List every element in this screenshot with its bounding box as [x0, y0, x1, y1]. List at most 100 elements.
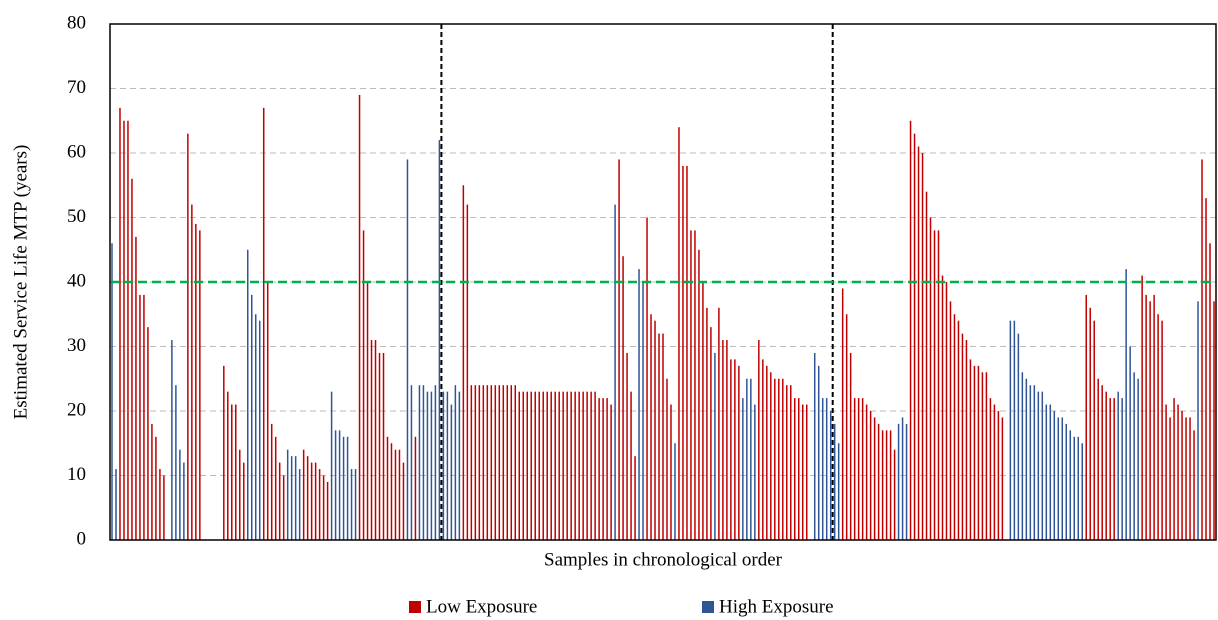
bar	[1033, 385, 1036, 540]
bar	[746, 378, 748, 540]
bar	[941, 275, 944, 540]
bar	[175, 385, 177, 540]
bar	[506, 385, 509, 540]
bar	[534, 391, 536, 540]
bar	[993, 404, 996, 540]
bar	[199, 230, 201, 540]
bar	[1073, 436, 1076, 540]
bar	[1069, 430, 1072, 540]
bar	[821, 398, 824, 540]
bar	[358, 94, 361, 540]
bar	[965, 340, 968, 540]
bar	[650, 314, 652, 540]
y-tick-label: 30	[67, 335, 86, 356]
bar	[518, 391, 521, 540]
bar	[119, 107, 121, 540]
bar	[582, 391, 584, 540]
bar	[774, 378, 776, 540]
bar	[602, 398, 604, 540]
bar	[929, 217, 932, 540]
bar	[1137, 378, 1139, 540]
bar	[758, 340, 760, 540]
bar	[139, 294, 141, 540]
bar	[538, 391, 540, 540]
bar	[247, 249, 249, 540]
bar	[430, 391, 433, 540]
bar	[841, 288, 844, 540]
bar	[482, 385, 485, 540]
bar	[594, 391, 596, 540]
bar	[1213, 301, 1215, 540]
y-tick-label: 40	[67, 270, 86, 291]
bar	[686, 165, 688, 540]
bar	[422, 385, 425, 540]
bar	[762, 359, 764, 540]
bar	[239, 449, 241, 540]
bar	[326, 481, 329, 540]
bar	[977, 365, 980, 540]
x-axis-label: Samples in chronological order	[544, 549, 783, 570]
bar	[670, 404, 672, 540]
bar	[402, 462, 405, 540]
bar	[550, 391, 552, 540]
y-tick-label: 60	[67, 141, 86, 162]
bar	[1021, 372, 1024, 540]
bar	[786, 385, 788, 540]
bar	[770, 372, 772, 540]
bar	[322, 475, 325, 540]
bar	[254, 314, 257, 540]
bar	[1173, 398, 1175, 540]
bar	[462, 185, 465, 540]
bar	[630, 391, 632, 540]
bar	[438, 140, 441, 540]
bar	[646, 217, 648, 540]
bar	[586, 391, 588, 540]
bar	[1057, 417, 1060, 540]
bar	[171, 340, 173, 540]
bar	[794, 398, 796, 540]
bar	[179, 449, 181, 540]
bar	[478, 385, 481, 540]
bar	[933, 230, 936, 540]
bar	[123, 120, 125, 540]
bar	[1189, 417, 1191, 540]
bar	[973, 365, 976, 540]
bar	[470, 385, 473, 540]
bar	[614, 204, 616, 540]
bar	[981, 372, 984, 540]
bar	[845, 314, 848, 540]
bar	[570, 391, 572, 540]
bar	[1045, 404, 1048, 540]
bar	[1109, 398, 1111, 540]
bar	[1053, 411, 1056, 540]
bar	[1129, 346, 1131, 540]
bar	[1117, 391, 1119, 540]
bar	[250, 294, 253, 540]
bar	[937, 230, 940, 540]
bar	[766, 365, 768, 540]
bar	[127, 120, 129, 540]
bar	[969, 359, 972, 540]
bar	[590, 391, 592, 540]
bar	[554, 391, 556, 540]
bar	[223, 365, 225, 540]
bar	[782, 378, 784, 540]
bar	[897, 423, 900, 540]
bar	[546, 391, 548, 540]
bar	[654, 320, 656, 540]
bar	[1177, 404, 1179, 540]
bar	[778, 378, 780, 540]
bar	[598, 398, 600, 540]
bar	[1097, 378, 1099, 540]
bar	[989, 398, 992, 540]
bar	[801, 404, 804, 540]
bar	[318, 469, 321, 540]
bar	[578, 391, 580, 540]
bar	[1081, 443, 1083, 540]
y-tick-label: 10	[67, 464, 86, 485]
bar	[682, 165, 684, 540]
bar	[849, 352, 852, 540]
bar	[726, 340, 728, 540]
bar	[1149, 301, 1151, 540]
